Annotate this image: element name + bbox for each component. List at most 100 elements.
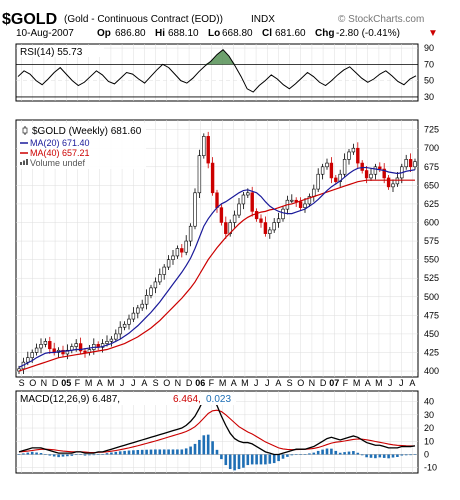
macd-histogram-bar <box>268 454 272 464</box>
macd-histogram-bar <box>114 451 118 455</box>
candle-body <box>210 162 215 194</box>
rsi-line <box>17 49 417 93</box>
x-tick-label: A <box>365 378 371 388</box>
candle-body <box>329 162 334 179</box>
macd-title-bg <box>18 393 236 405</box>
candle-body <box>325 162 329 168</box>
candle-body <box>281 208 285 220</box>
candle-body <box>263 222 268 234</box>
candle-body <box>180 248 184 253</box>
candle-body <box>382 168 386 179</box>
x-tick-label: F <box>75 378 81 388</box>
candle-body <box>276 218 281 223</box>
macd-histogram-bar <box>404 454 408 456</box>
macd-histogram-bar <box>382 454 386 458</box>
macd-histogram-bar <box>312 452 316 455</box>
candle-body <box>294 199 298 203</box>
candle-body <box>408 159 413 168</box>
macd-histogram-bar <box>193 443 197 455</box>
candle-body <box>127 318 131 325</box>
macd-panel: -10 0 10 20 30 40 MACD(12,26,9) 6.487, 6.464, 0.… <box>15 390 437 474</box>
macd-histogram-bar <box>396 454 399 457</box>
macd-title: MACD(12,26,9) 6.487, <box>20 394 120 405</box>
candle-body <box>290 199 294 202</box>
macd-histogram-bar <box>352 451 355 455</box>
macd-histogram-bar <box>365 454 368 458</box>
macd-histogram-bar <box>224 454 228 466</box>
price-tick-label: 475 <box>424 310 439 320</box>
macd-histogram-bar <box>211 441 214 455</box>
macd-histogram-bar <box>303 454 307 455</box>
rsi-tick-label: 30 <box>424 92 434 102</box>
candle-body <box>149 287 153 296</box>
macd-histogram-bar <box>70 454 74 456</box>
macd-histogram-bar <box>246 454 250 466</box>
x-tick-label: M <box>219 378 227 388</box>
candle-legend-icon-body <box>22 127 28 134</box>
x-tick-label: O <box>29 378 36 388</box>
x-tick-label: M <box>85 378 93 388</box>
price-tick-label: 550 <box>424 255 439 265</box>
price-tick-label: 675 <box>424 162 439 172</box>
copyright-label: © StockCharts.com <box>338 14 424 25</box>
macd-tick-label: 30 <box>424 410 434 420</box>
macd-histogram-bar <box>123 450 126 455</box>
macd-tick-label: -10 <box>424 463 437 473</box>
high-label: Hi <box>155 28 165 39</box>
chart-header: $GOLD (Gold - Continuous Contract (EOD))… <box>2 11 438 39</box>
macd-histogram-bar <box>228 454 232 470</box>
candle-body <box>268 229 272 234</box>
low-value: 668.80 <box>222 28 253 39</box>
candle-body <box>144 294 149 305</box>
macd-histogram-bar <box>83 454 87 456</box>
candle-body <box>334 177 338 182</box>
macd-histogram-bar <box>96 453 100 455</box>
symbol-label: $GOLD <box>2 11 57 28</box>
candle-body <box>254 211 259 220</box>
price-tick-label: 450 <box>424 329 439 339</box>
close-label: Cl <box>262 28 272 39</box>
candle-body <box>237 203 241 216</box>
low-label: Lo <box>208 28 220 39</box>
macd-histogram-bar <box>330 448 333 455</box>
macd-histogram-bar <box>321 449 324 455</box>
macd-histogram-bar <box>79 454 82 455</box>
candle-body <box>131 312 136 320</box>
candle-body <box>413 161 417 168</box>
macd-histogram-bar <box>387 454 390 459</box>
macd-histogram-bar <box>17 454 21 455</box>
candle-body <box>43 341 48 345</box>
macd-histogram-bar <box>286 454 289 457</box>
legend-bg <box>18 123 146 169</box>
price-title: $GOLD (Weekly) 681.60 <box>32 126 142 137</box>
macd-histogram-bar <box>92 454 96 456</box>
x-tick-label: N <box>41 378 48 388</box>
macd-histogram-bar <box>259 454 263 465</box>
macd-tick-label: 40 <box>424 397 434 407</box>
x-tick-label: 05 <box>61 378 71 388</box>
x-tick-label: D <box>186 378 193 388</box>
macd-histogram-bar <box>250 454 254 465</box>
macd-histogram-bar <box>145 449 148 455</box>
price-panel: 400 425 450 475 500 525 550 575 600 625 650 675 700 7… <box>15 119 439 388</box>
close-value: 681.60 <box>275 28 306 39</box>
rsi-tick-label: 50 <box>424 76 434 86</box>
ma20-line <box>18 166 416 368</box>
open-label: Op <box>97 28 111 39</box>
candle-body <box>30 352 34 358</box>
macd-histogram-bar <box>66 454 69 457</box>
price-tick-label: 500 <box>424 292 439 302</box>
candle-body <box>197 155 202 194</box>
macd-histogram-bar <box>158 449 162 455</box>
macd-histogram-bar <box>206 434 210 455</box>
candle-body <box>114 333 118 340</box>
macd-histogram-bar <box>171 449 175 455</box>
macd-tick-label: 20 <box>424 423 434 433</box>
macd-histogram-bar <box>180 449 184 455</box>
macd-histogram-bar <box>233 454 236 471</box>
price-tick-label: 425 <box>424 347 439 357</box>
candle-body <box>122 323 127 328</box>
rsi-tick-label: 90 <box>424 43 434 53</box>
macd-histogram-bar <box>198 439 201 455</box>
